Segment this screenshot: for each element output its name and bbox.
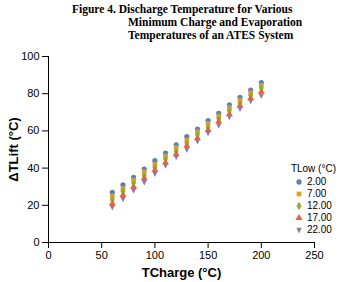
html-text:22.00: 22.00 (306, 224, 332, 235)
svg-text:20: 20 (27, 199, 39, 211)
svg-text:200: 200 (252, 249, 270, 261)
svg-text:60: 60 (27, 124, 39, 136)
html-text:17.00: 17.00 (306, 212, 332, 223)
svg-text:80: 80 (27, 87, 39, 99)
html-text:12.00: 12.00 (306, 200, 332, 211)
html-text:7.00: 7.00 (306, 188, 327, 199)
svg-text:0: 0 (45, 249, 51, 261)
html-text:TLow (°C): TLow (°C) (290, 163, 336, 174)
svg-text:40: 40 (27, 162, 39, 174)
svg-text:150: 150 (199, 249, 217, 261)
svg-text:100: 100 (21, 50, 39, 62)
svg-text:ΔTLift (°C): ΔTLift (°C) (6, 117, 21, 181)
html-text:Figure 4. Discharge Temperatur: Figure 4. Discharge Temperature for Vari… (72, 3, 303, 41)
svg-text:100: 100 (146, 249, 164, 261)
html-text:2.00: 2.00 (306, 176, 327, 187)
svg-text:250: 250 (305, 249, 323, 261)
svg-text:50: 50 (96, 249, 108, 261)
svg-text:0: 0 (33, 236, 39, 248)
svg-text:TCharge (°C): TCharge (°C) (142, 265, 222, 280)
